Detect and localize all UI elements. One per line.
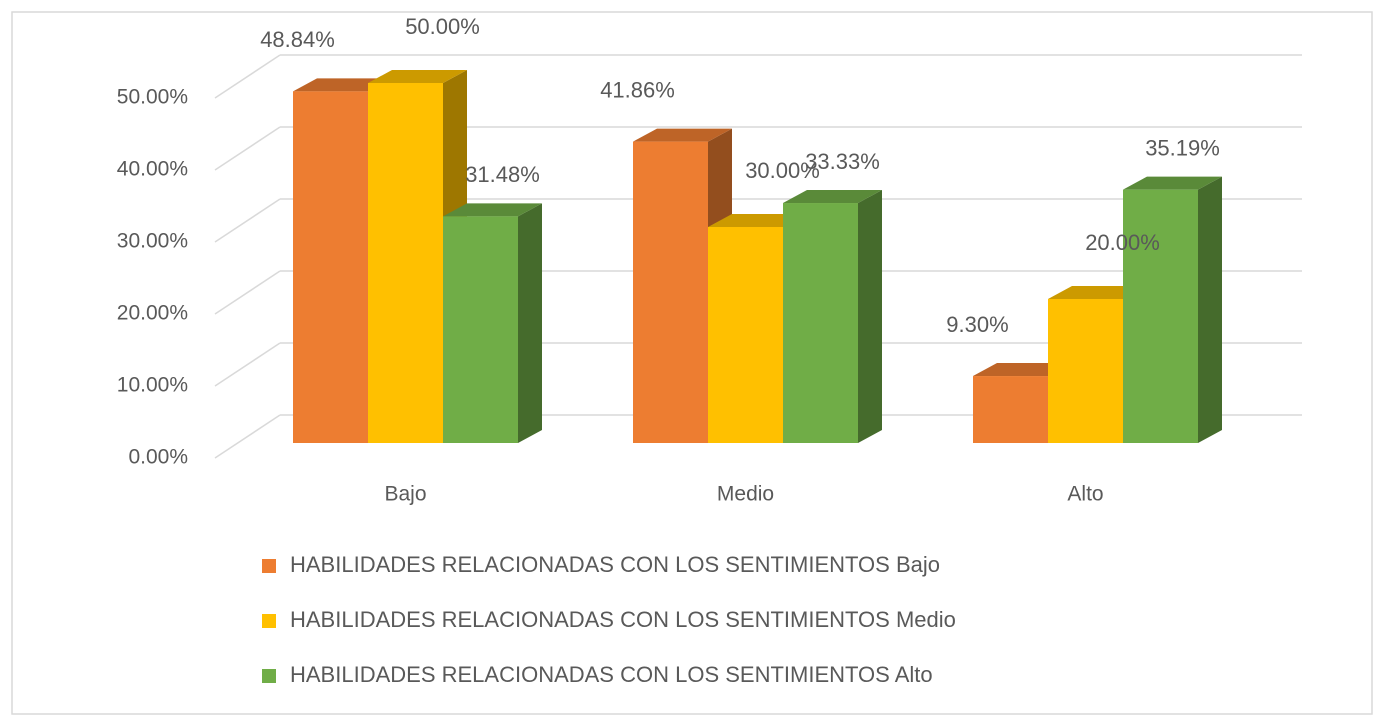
y-tick-label: 10.00%	[117, 374, 188, 397]
y-tick-label: 50.00%	[117, 86, 188, 109]
data-label: 9.30%	[946, 312, 1008, 337]
x-tick-label: Alto	[1067, 483, 1103, 506]
grid-line	[214, 198, 281, 243]
bar-top	[1123, 176, 1222, 190]
bar	[708, 227, 783, 443]
bar-top	[783, 190, 882, 204]
legend-swatch	[262, 614, 276, 628]
data-label: 30.00%	[745, 158, 820, 183]
legend-label: HABILIDADES RELACIONADAS CON LOS SENTIMI…	[290, 607, 956, 632]
bar-side	[518, 203, 542, 443]
bar	[633, 141, 708, 443]
bar-top	[1048, 286, 1147, 299]
y-tick-label: 20.00%	[117, 302, 188, 325]
bar-side	[1198, 176, 1222, 443]
grid-line	[214, 414, 281, 459]
y-tick-label: 30.00%	[117, 230, 188, 253]
data-label: 35.19%	[1145, 135, 1220, 160]
x-tick-label: Bajo	[384, 483, 426, 506]
legend-label: HABILIDADES RELACIONADAS CON LOS SENTIMI…	[290, 552, 940, 577]
legend-swatch	[262, 669, 276, 683]
y-tick-label: 40.00%	[117, 158, 188, 181]
grid-line	[214, 126, 281, 171]
grid-line	[214, 270, 281, 315]
bar	[293, 91, 368, 444]
data-label: 20.00%	[1085, 230, 1160, 255]
bar	[973, 376, 1048, 443]
grid-line	[214, 54, 281, 99]
data-label: 33.33%	[805, 149, 880, 174]
x-tick-label: Medio	[717, 483, 774, 506]
y-tick-label: 0.00%	[128, 446, 188, 469]
bar	[783, 203, 858, 443]
bar-top	[708, 214, 807, 227]
bar	[368, 83, 443, 443]
bar	[1048, 299, 1123, 443]
legend-label: HABILIDADES RELACIONADAS CON LOS SENTIMI…	[290, 662, 933, 687]
bar-top	[973, 363, 1072, 377]
bar-top	[368, 70, 467, 83]
grid-line	[214, 342, 281, 387]
bar-top	[443, 203, 542, 217]
data-label: 50.00%	[405, 14, 480, 39]
bar-top	[633, 128, 732, 142]
legend-swatch	[262, 559, 276, 573]
bar-side	[858, 190, 882, 443]
bar	[443, 216, 518, 443]
bar-top	[293, 78, 392, 92]
data-label: 31.48%	[465, 162, 540, 187]
data-label: 41.86%	[600, 77, 675, 102]
bar	[1123, 189, 1198, 443]
data-label: 48.84%	[260, 27, 335, 52]
